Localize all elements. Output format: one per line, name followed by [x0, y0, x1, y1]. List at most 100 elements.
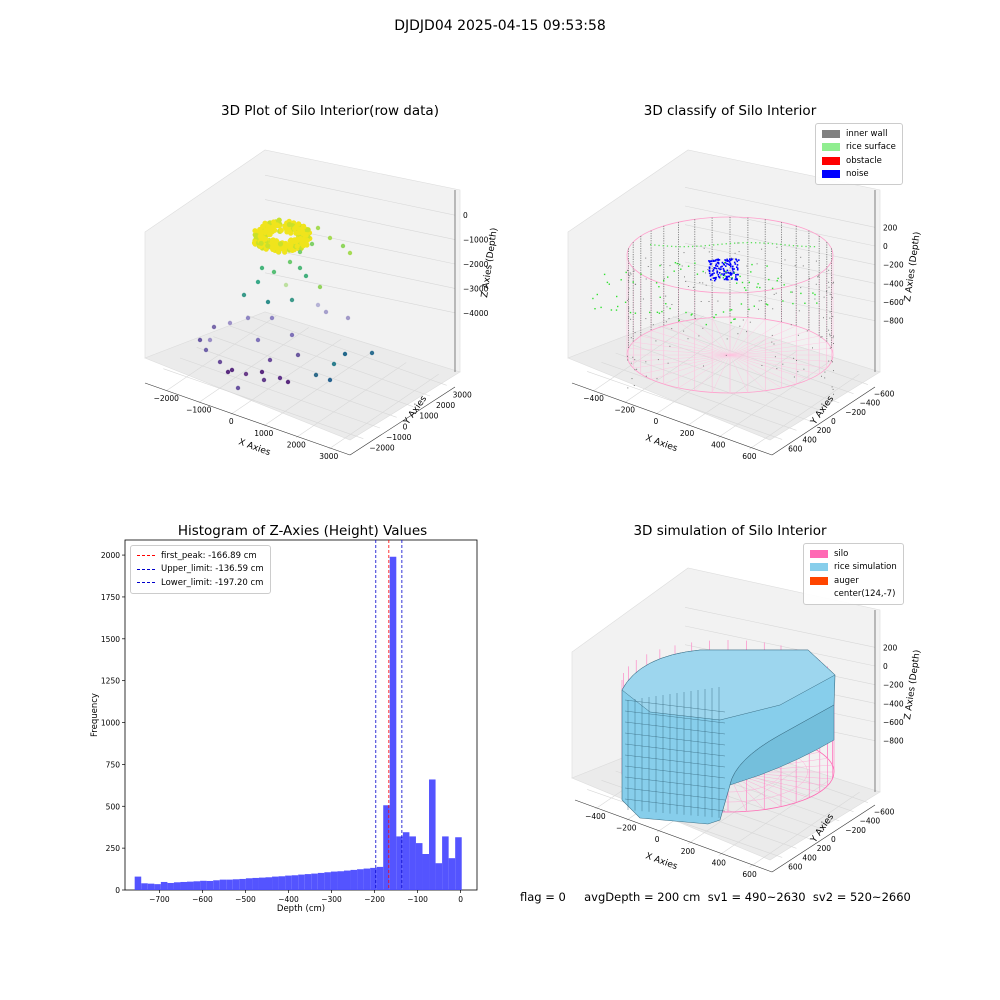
data-point: [271, 269, 277, 275]
data-point: [255, 279, 261, 285]
legend-item-auger: auger: [810, 574, 897, 588]
data-point: [296, 221, 302, 227]
data-point: [369, 350, 375, 356]
grid-line: [213, 336, 414, 407]
data-point: [235, 385, 241, 391]
data-point: [274, 222, 280, 228]
legend-item-obstacle: obstacle: [822, 154, 896, 168]
data-point: [289, 332, 295, 338]
legend-item-noise: noise: [822, 168, 896, 182]
data-point: [309, 241, 315, 247]
legend-item-rice-simulation: rice simulation: [810, 561, 897, 575]
data-point: [278, 227, 284, 233]
data-point: [243, 371, 249, 377]
data-point: [292, 226, 298, 232]
data-point: [262, 229, 268, 235]
data-point: [282, 249, 288, 255]
plot3-legend: first_peak: -166.89 cm Upper_limit: -136…: [130, 545, 271, 594]
status-footer: flag = 0 avgDepth = 200 cm sv1 = 490~263…: [520, 890, 911, 904]
grid-line: [231, 338, 342, 415]
data-point: [253, 232, 259, 238]
data-point: [276, 246, 282, 252]
data-point: [317, 284, 323, 290]
data-point: [323, 309, 329, 315]
data-point: [217, 359, 223, 365]
data-point: [340, 243, 346, 249]
plot1-floor-pane: [144, 311, 461, 441]
plot1-scatter-points: [197, 217, 375, 391]
data-point: [292, 237, 298, 243]
y-tick-label: 2000: [436, 401, 455, 410]
data-point: [283, 282, 289, 288]
z-tick-label: −4000: [463, 309, 489, 318]
data-point: [245, 315, 251, 321]
legend-item-lower-limit: Lower_limit: -197.20 cm: [137, 576, 264, 590]
data-point: [327, 235, 333, 241]
plot1-x-axis-line: [144, 382, 351, 456]
grid-line: [296, 362, 407, 438]
data-point: [345, 315, 351, 321]
legend-item-upper-limit: Upper_limit: -136.59 cm: [137, 563, 264, 577]
data-point: [285, 379, 291, 385]
data-point: [257, 233, 263, 239]
plot1-axes-box: [144, 149, 461, 441]
data-point: [289, 247, 295, 253]
data-point: [259, 369, 265, 375]
data-point: [269, 315, 275, 321]
grid-line: [263, 350, 374, 427]
grid-line: [264, 199, 456, 240]
data-point: [197, 337, 203, 343]
grid-line: [163, 368, 364, 439]
data-point: [273, 238, 279, 244]
data-point: [241, 292, 247, 298]
data-point: [262, 236, 268, 242]
legend-item-rice-surface: rice surface: [822, 141, 896, 155]
data-point: [269, 238, 275, 244]
grid-line: [198, 327, 309, 403]
grid-line: [246, 315, 447, 386]
data-point: [229, 367, 235, 373]
data-point: [207, 337, 213, 343]
plot1-xlabel: X Axies: [237, 437, 272, 458]
legend-item-first-peak: first_peak: -166.89 cm: [137, 549, 264, 563]
data-point: [297, 265, 303, 271]
plot4-title: 3D simulation of Silo Interior: [633, 523, 827, 539]
grid-line: [196, 347, 397, 418]
data-point: [265, 299, 271, 305]
data-point: [315, 302, 321, 308]
grid-line: [229, 325, 431, 397]
grid-line: [166, 315, 277, 392]
data-point: [260, 223, 266, 229]
plot2-title: 3D classify of Silo Interior: [643, 103, 817, 119]
legend-item-inner-wall: inner wall: [822, 127, 896, 141]
data-point: [286, 221, 292, 228]
data-point: [261, 377, 267, 383]
y-tick-label: −2000: [369, 444, 395, 453]
legend-item-center: center(124,-7): [834, 589, 896, 600]
data-point: [327, 377, 333, 383]
x-tick-label: 3000: [319, 452, 338, 461]
y-tick-label: 1000: [419, 412, 438, 421]
data-point: [227, 320, 233, 326]
data-point: [203, 347, 209, 353]
data-point: [300, 224, 307, 230]
x-tick-label: −2000: [154, 394, 180, 403]
data-point: [313, 372, 319, 378]
grid-line: [264, 272, 456, 314]
y-tick-label: 0: [403, 422, 408, 431]
data-point: [297, 249, 303, 255]
data-point: [315, 225, 321, 231]
data-point: [287, 259, 293, 265]
legend-item-silo: silo: [810, 547, 897, 561]
data-point: [303, 232, 309, 238]
data-point: [265, 243, 271, 249]
plot1-y-axis-line: [349, 386, 456, 456]
grid-line: [328, 373, 439, 450]
data-point: [342, 351, 348, 357]
data-point: [225, 369, 231, 375]
x-tick-label: 0: [229, 417, 234, 426]
y-tick-label: −1000: [386, 433, 412, 442]
data-point: [289, 297, 295, 303]
x-tick-label: 1000: [254, 429, 273, 438]
